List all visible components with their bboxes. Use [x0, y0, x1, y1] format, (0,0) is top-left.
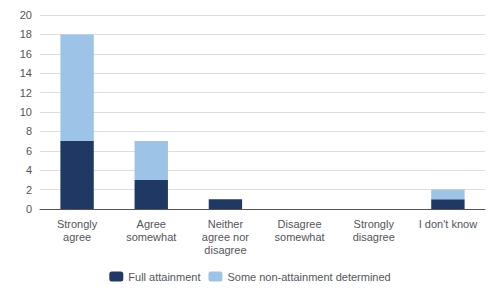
svg-text:agree: agree: [63, 231, 91, 243]
svg-text:14: 14: [20, 67, 32, 79]
svg-text:somewhat: somewhat: [126, 231, 176, 243]
svg-text:16: 16: [20, 48, 32, 60]
svg-text:2: 2: [26, 184, 32, 196]
svg-text:disagree: disagree: [353, 231, 395, 243]
svg-text:20: 20: [20, 9, 32, 21]
svg-text:18: 18: [20, 28, 32, 40]
svg-text:somewhat: somewhat: [275, 231, 325, 243]
svg-text:I don't know: I don't know: [419, 218, 477, 230]
svg-text:Some non-attainment determined: Some non-attainment determined: [227, 271, 390, 283]
svg-text:6: 6: [26, 145, 32, 157]
svg-text:disagree: disagree: [204, 244, 246, 256]
svg-text:agree nor: agree nor: [202, 231, 249, 243]
svg-text:0: 0: [26, 203, 32, 215]
svg-text:Strongly: Strongly: [354, 218, 395, 230]
svg-text:Agree: Agree: [137, 218, 166, 230]
svg-text:Strongly: Strongly: [57, 218, 98, 230]
svg-text:4: 4: [26, 164, 32, 176]
svg-text:12: 12: [20, 87, 32, 99]
svg-text:Neither: Neither: [208, 218, 244, 230]
svg-text:10: 10: [20, 106, 32, 118]
svg-text:8: 8: [26, 125, 32, 137]
svg-text:Full attainment: Full attainment: [128, 271, 200, 283]
svg-text:Disagree: Disagree: [278, 218, 322, 230]
